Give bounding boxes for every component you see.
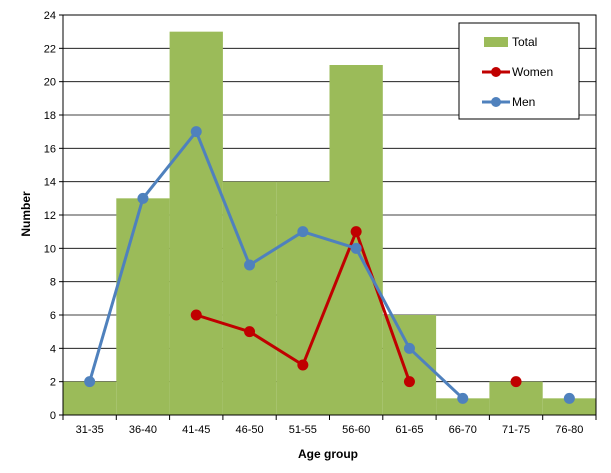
bar-31-35	[63, 381, 117, 415]
x-tick-label: 36-40	[129, 424, 157, 436]
series-line-men	[88, 130, 464, 400]
point-women-46-50	[244, 326, 256, 338]
y-tick-label: 8	[50, 277, 56, 289]
point-men-46-50	[244, 259, 256, 271]
legend-item-total: Total	[484, 35, 537, 49]
y-tick-label: 0	[50, 410, 56, 422]
y-tick-label: 18	[44, 110, 56, 122]
bar-51-55	[276, 181, 330, 415]
legend: Total Women Men	[458, 22, 580, 120]
x-tick-label: 71-75	[502, 424, 530, 436]
y-tick-label: 2	[50, 377, 56, 389]
lines	[84, 126, 575, 404]
legend-swatch	[484, 37, 508, 47]
legend-marker	[491, 97, 501, 107]
legend-marker	[491, 67, 501, 77]
x-tick-label: 56-60	[342, 424, 370, 436]
legend-item-men: Men	[482, 95, 535, 109]
point-women-61-65	[403, 376, 415, 388]
x-tick-label: 41-45	[182, 424, 210, 436]
legend-item-women: Women	[482, 65, 553, 79]
x-axis-title: Age group	[298, 447, 358, 461]
y-tick-label: 20	[44, 77, 56, 89]
legend-label: Women	[512, 65, 553, 79]
y-tick-label: 12	[44, 210, 56, 222]
point-men-56-60	[350, 242, 362, 254]
point-men-36-40	[137, 192, 149, 204]
bar-66-70	[436, 398, 490, 415]
x-tick-label: 76-80	[555, 424, 583, 436]
point-men-31-35	[84, 376, 96, 388]
point-women-71-75	[510, 376, 522, 388]
y-tick-label: 24	[44, 10, 56, 22]
bar-76-80	[542, 398, 596, 415]
point-men-76-80	[563, 392, 575, 404]
point-men-41-45	[190, 126, 202, 138]
bar-56-60	[329, 65, 383, 415]
legend-box	[458, 22, 580, 120]
point-women-41-45	[190, 309, 202, 321]
legend-label: Total	[512, 35, 537, 49]
x-tick-label: 46-50	[235, 424, 263, 436]
x-tick-label: 61-65	[395, 424, 423, 436]
legend-label: Men	[512, 95, 535, 109]
y-tick-label: 10	[44, 243, 56, 255]
x-tick-label: 51-55	[289, 424, 317, 436]
y-tick-label: 22	[44, 43, 56, 55]
y-axis-title: Number	[19, 191, 33, 237]
x-tick-label: 31-35	[76, 424, 104, 436]
point-men-51-55	[297, 226, 309, 238]
bars	[63, 31, 596, 416]
bar-36-40	[116, 198, 170, 415]
point-women-51-55	[297, 359, 309, 371]
point-men-61-65	[403, 342, 415, 354]
y-tick-label: 14	[44, 177, 56, 189]
bar-71-75	[489, 381, 543, 415]
bar-41-45	[169, 31, 223, 416]
x-axis-ticks: 31-35 36-40 41-45 46-50 51-55 56-60 61-65 66-70…	[62, 415, 597, 436]
point-women-56-60	[350, 226, 362, 238]
y-tick-label: 4	[50, 343, 56, 355]
y-tick-label: 6	[50, 310, 56, 322]
x-tick-label: 66-70	[449, 424, 477, 436]
point-men-66-70	[457, 392, 469, 404]
y-tick-label: 16	[44, 143, 56, 155]
series-men	[84, 126, 575, 404]
